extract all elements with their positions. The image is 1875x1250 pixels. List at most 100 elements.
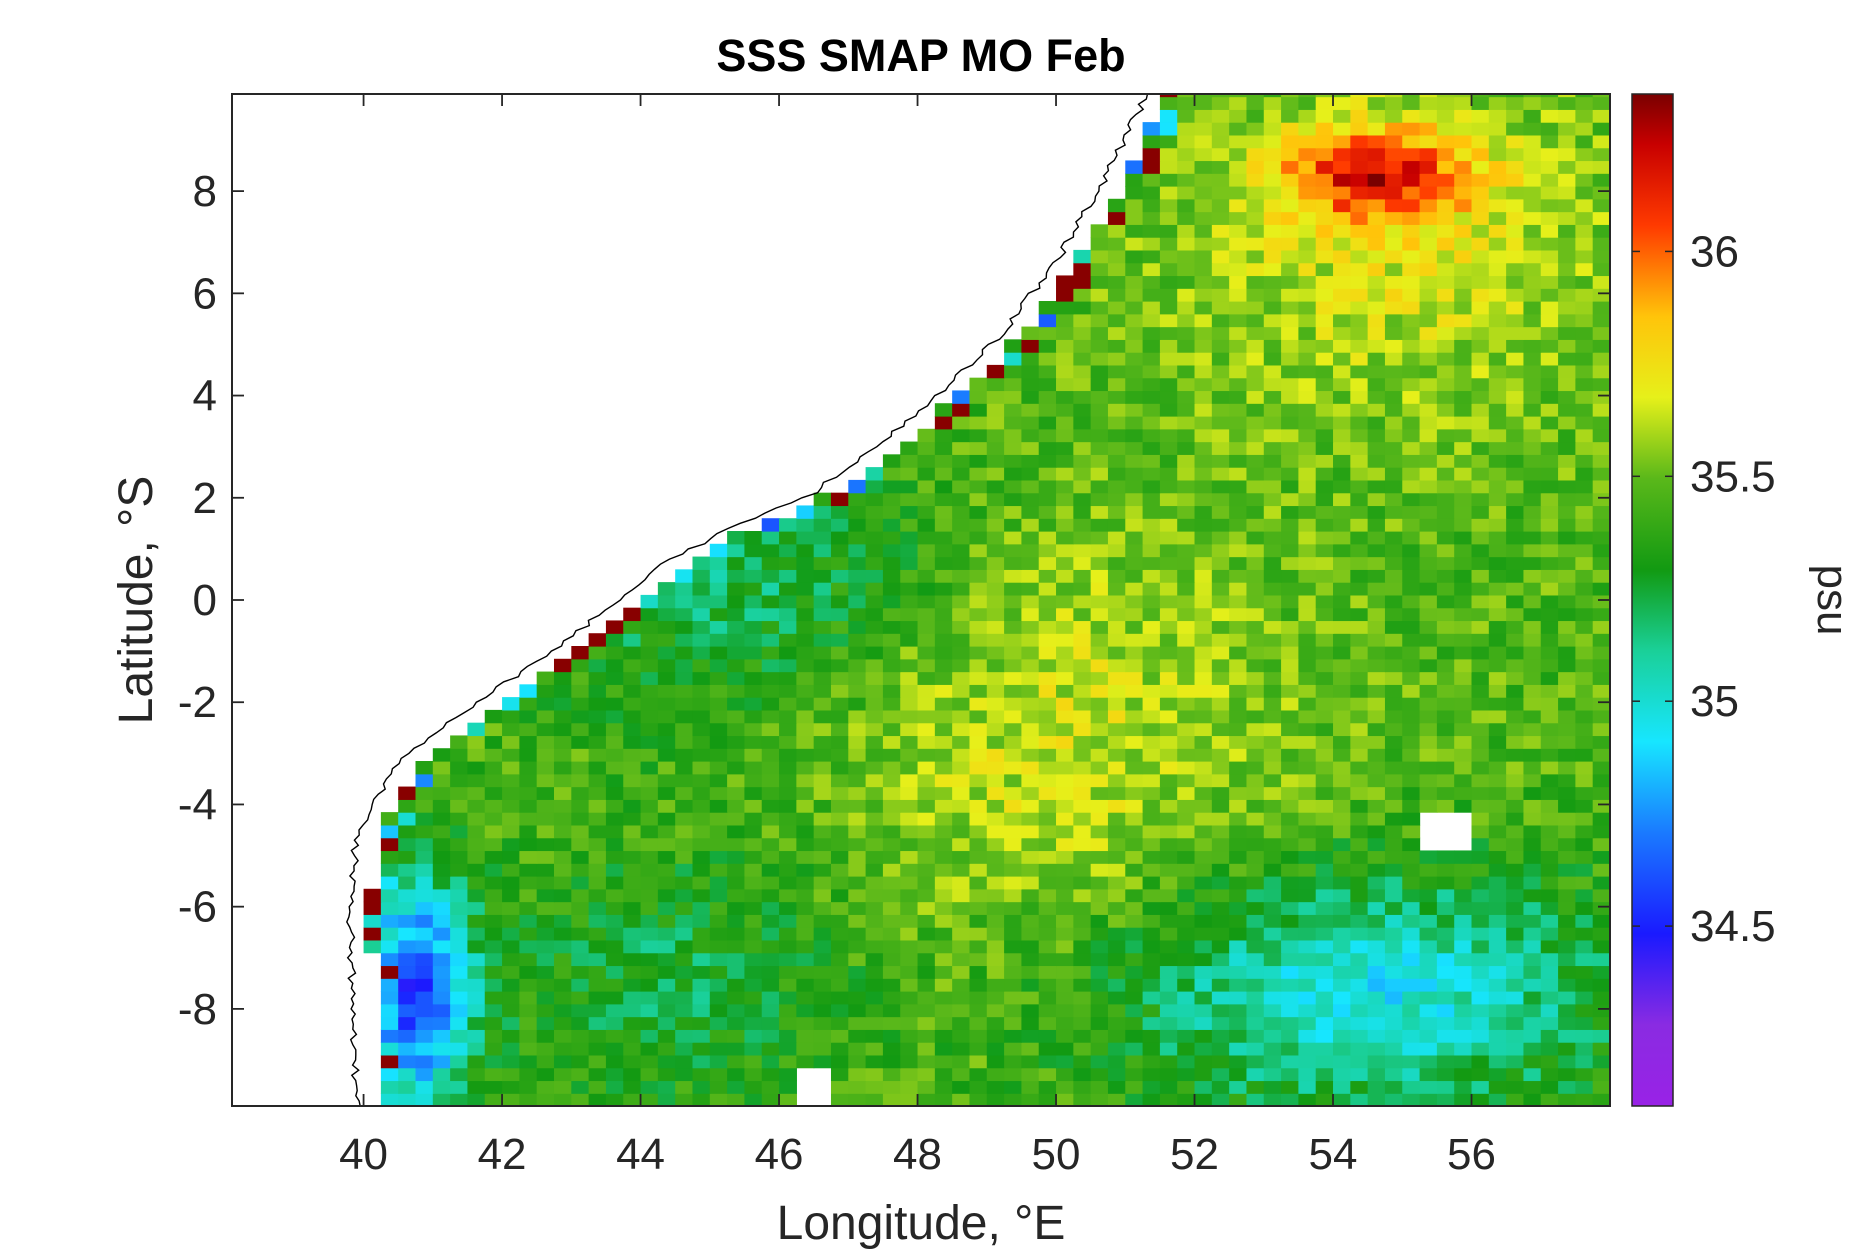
heatmap-cell bbox=[1263, 147, 1282, 162]
heatmap-cell bbox=[1298, 1054, 1317, 1069]
heatmap-cell bbox=[744, 633, 763, 647]
heatmap-cell bbox=[1419, 914, 1438, 928]
heatmap-cell bbox=[1350, 761, 1369, 775]
heatmap-cell bbox=[1592, 863, 1610, 877]
heatmap-cell bbox=[1004, 1029, 1023, 1043]
heatmap-cell bbox=[882, 684, 901, 698]
heatmap-cell bbox=[1004, 403, 1023, 417]
heatmap-cell bbox=[536, 939, 555, 954]
heatmap-cell bbox=[692, 824, 711, 839]
heatmap-cell bbox=[1402, 364, 1421, 379]
heatmap-cell bbox=[1523, 1029, 1542, 1043]
heatmap-cell bbox=[1177, 965, 1196, 979]
heatmap-cell bbox=[1056, 914, 1074, 928]
heatmap-cell bbox=[1471, 186, 1490, 200]
heatmap-cell bbox=[1107, 722, 1126, 737]
heatmap-cell bbox=[1384, 352, 1403, 366]
heatmap-cell bbox=[1558, 556, 1576, 570]
heatmap-cell bbox=[952, 927, 971, 941]
heatmap-cell bbox=[1402, 761, 1421, 775]
heatmap-cell bbox=[1558, 377, 1576, 392]
heatmap-cell bbox=[1384, 262, 1403, 277]
heatmap-cell bbox=[1159, 543, 1178, 558]
heatmap-cell bbox=[1021, 709, 1040, 724]
heatmap-cell bbox=[1125, 658, 1144, 673]
heatmap-cell bbox=[865, 1003, 884, 1018]
heatmap-cell bbox=[467, 850, 486, 864]
heatmap-cell bbox=[1177, 147, 1196, 162]
heatmap-cell bbox=[1073, 965, 1092, 979]
heatmap-cell bbox=[1229, 594, 1248, 609]
heatmap-cell bbox=[1298, 134, 1317, 149]
heatmap-cell bbox=[986, 799, 1005, 813]
heatmap-cell bbox=[640, 1080, 659, 1094]
heatmap-cell bbox=[1315, 339, 1334, 353]
heatmap-cell bbox=[1402, 594, 1421, 609]
heatmap-cell bbox=[1454, 607, 1473, 622]
heatmap-cell bbox=[1558, 569, 1576, 583]
heatmap-cell bbox=[1367, 569, 1386, 583]
heatmap-cell bbox=[1384, 467, 1403, 481]
heatmap-cell bbox=[917, 454, 936, 468]
heatmap-cell bbox=[1056, 773, 1074, 788]
heatmap-cell bbox=[1315, 441, 1334, 455]
heatmap-cell bbox=[986, 607, 1005, 622]
heatmap-cell bbox=[1056, 684, 1074, 698]
heatmap-cell bbox=[830, 671, 849, 685]
heatmap-cell bbox=[727, 582, 746, 596]
heatmap-cell bbox=[1436, 607, 1455, 622]
heatmap-cell bbox=[1436, 160, 1455, 174]
heatmap-cell bbox=[1159, 211, 1178, 225]
heatmap-cell bbox=[1454, 658, 1473, 673]
heatmap-cell bbox=[1125, 275, 1144, 289]
heatmap-cell bbox=[761, 722, 780, 737]
heatmap-cell bbox=[1142, 416, 1161, 430]
heatmap-cell bbox=[1056, 492, 1074, 507]
heatmap-cell bbox=[1246, 352, 1265, 366]
heatmap-cell bbox=[398, 952, 417, 967]
heatmap-cell bbox=[1090, 991, 1109, 1005]
heatmap-cell bbox=[1523, 812, 1542, 826]
heatmap-cell bbox=[1021, 1093, 1040, 1106]
heatmap-cell bbox=[588, 978, 607, 992]
heatmap-cell bbox=[1194, 799, 1213, 813]
heatmap-cell bbox=[1159, 275, 1178, 289]
heatmap-cell bbox=[1056, 428, 1074, 443]
heatmap-cell bbox=[640, 620, 659, 634]
heatmap-cell bbox=[952, 1054, 971, 1069]
heatmap-cell bbox=[1454, 467, 1473, 481]
heatmap-cell bbox=[1298, 454, 1317, 468]
heatmap-cell bbox=[1575, 96, 1594, 110]
heatmap-cell bbox=[709, 914, 728, 928]
heatmap-cell bbox=[1315, 109, 1334, 123]
heatmap-cell bbox=[830, 888, 849, 903]
heatmap-cell bbox=[952, 505, 971, 519]
heatmap-cell bbox=[1125, 991, 1144, 1005]
heatmap-cell bbox=[1177, 518, 1196, 532]
heatmap-cell bbox=[830, 952, 849, 967]
heatmap-cell bbox=[1056, 939, 1074, 954]
heatmap-cell bbox=[450, 1016, 469, 1030]
colorbar-label: psu bbox=[1808, 565, 1857, 636]
heatmap-cell bbox=[709, 569, 728, 583]
heatmap-cell bbox=[1263, 377, 1282, 392]
heatmap-cell bbox=[830, 594, 849, 609]
heatmap-cell bbox=[1454, 301, 1473, 315]
heatmap-cell bbox=[1506, 939, 1525, 954]
heatmap-cell bbox=[1333, 543, 1351, 558]
heatmap-cell bbox=[1333, 147, 1351, 162]
heatmap-cell bbox=[1350, 160, 1369, 174]
heatmap-cell bbox=[1333, 364, 1351, 379]
heatmap-cell bbox=[1471, 1067, 1490, 1082]
heatmap-cell bbox=[969, 799, 988, 813]
heatmap-cell bbox=[1540, 313, 1559, 328]
heatmap-cell bbox=[398, 824, 417, 839]
heatmap-cell bbox=[450, 927, 469, 941]
heatmap-cell bbox=[969, 863, 988, 877]
heatmap-cell bbox=[1159, 1067, 1178, 1082]
heatmap-cell bbox=[692, 582, 711, 596]
heatmap-cell bbox=[502, 1003, 520, 1018]
heatmap-cell bbox=[1107, 339, 1126, 353]
heatmap-cell bbox=[796, 607, 815, 622]
heatmap-cell bbox=[1592, 339, 1610, 353]
